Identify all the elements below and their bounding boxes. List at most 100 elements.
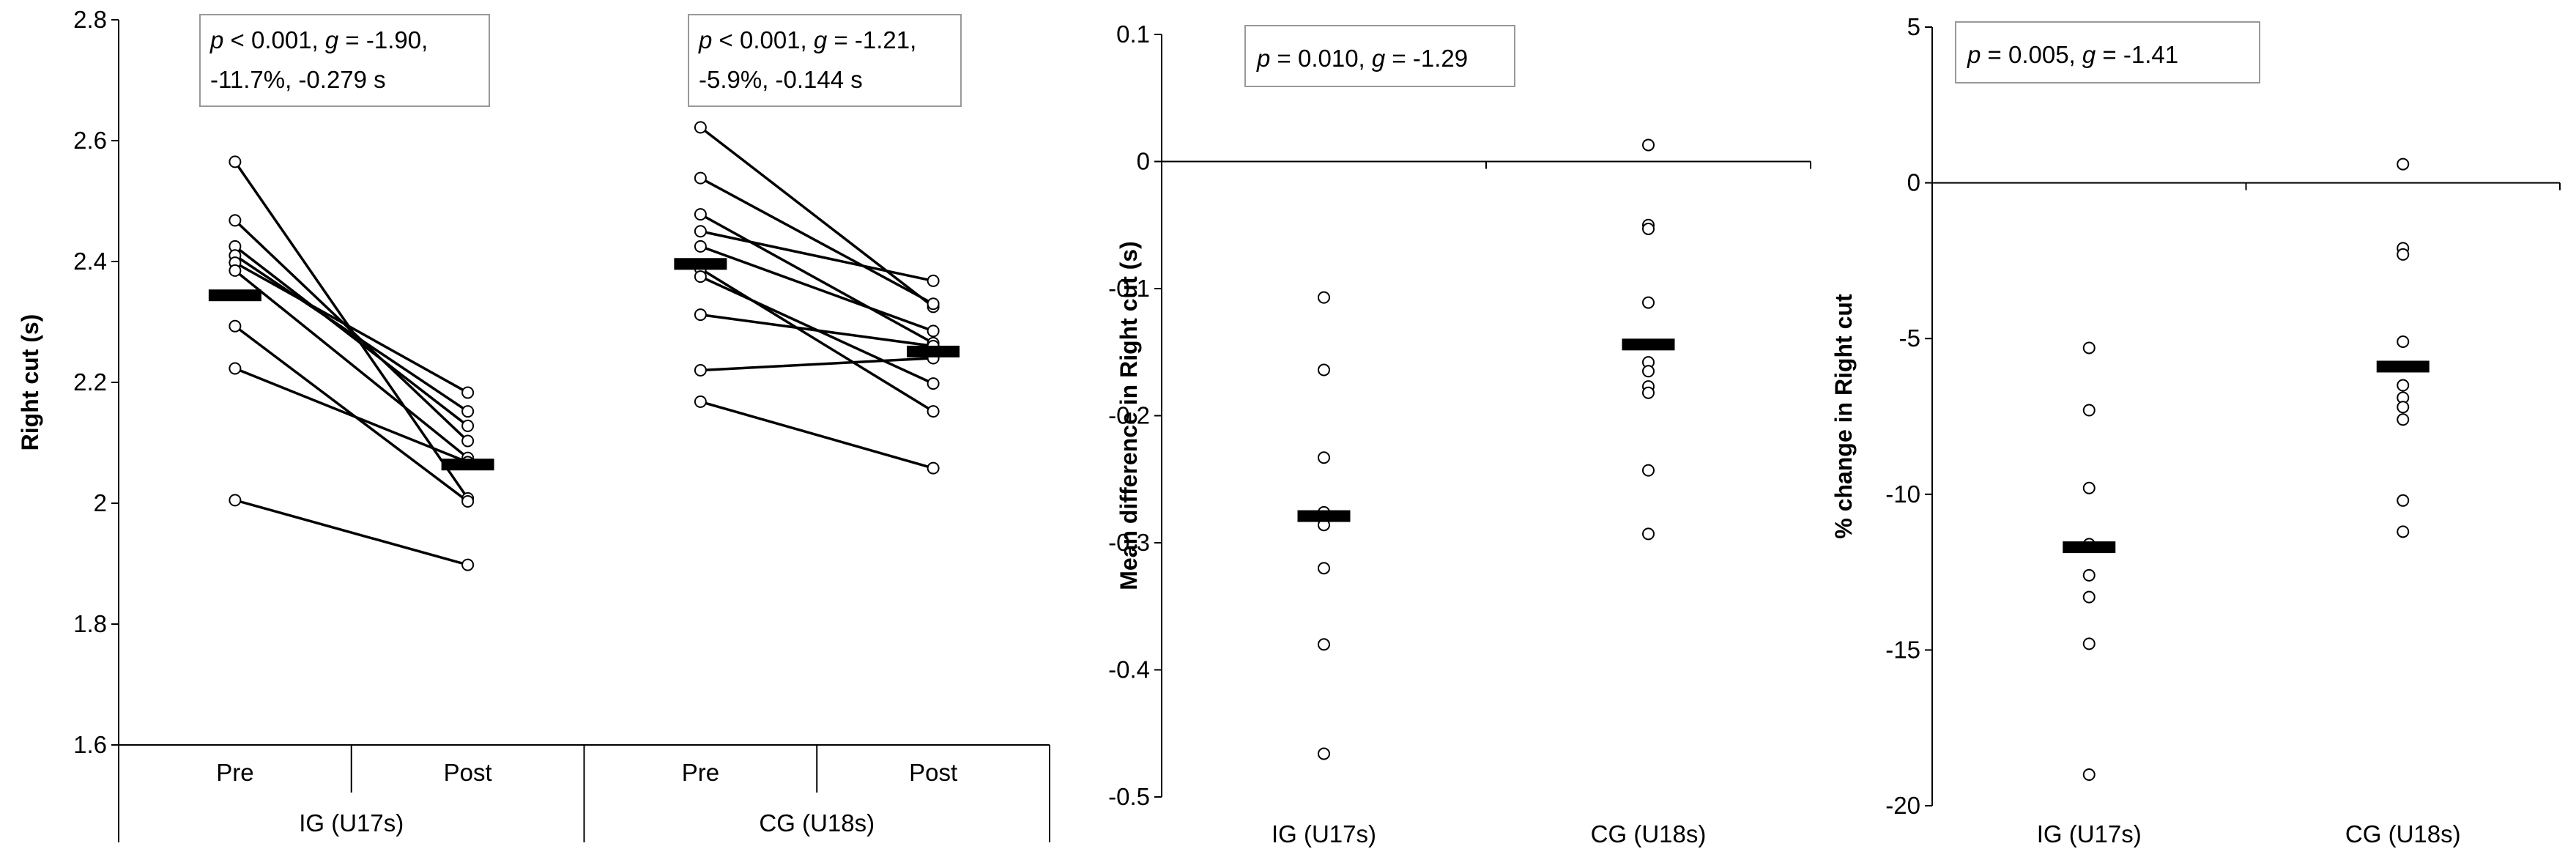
data-point <box>2082 568 2096 582</box>
data-point <box>2397 248 2410 261</box>
pair-line <box>234 324 469 502</box>
data-point <box>2082 768 2096 781</box>
post-point <box>927 324 940 338</box>
chart-mean-difference: -0.5 -0.4 -0.3 -0.2 -0.1 0 0.1 Mean difference … <box>1108 21 1811 847</box>
y-tick-label: 0.1 <box>1116 21 1150 48</box>
pre-point <box>694 240 707 253</box>
data-point <box>2397 157 2410 171</box>
data-point <box>2082 481 2096 494</box>
x-tick-label: Pre <box>216 759 253 786</box>
data-point <box>1642 464 1655 477</box>
pre-point <box>694 270 707 283</box>
annotation-box <box>199 14 490 107</box>
pair-line <box>700 230 934 283</box>
data-point <box>2082 404 2096 417</box>
pre-point <box>229 214 242 227</box>
post-point <box>927 274 940 287</box>
y-tick-label: 2.2 <box>73 368 107 396</box>
y-tick-label: -0.3 <box>1108 529 1150 556</box>
annotation-text: p = 0.005, g = -1.41 <box>1967 41 2178 68</box>
mean-bar <box>1622 338 1675 351</box>
post-point <box>461 495 475 508</box>
data-point <box>2082 341 2096 355</box>
data-point <box>2397 401 2410 414</box>
pair-line <box>234 367 469 464</box>
chart-percent-change: -20 -15 -10 -5 0 5 % change in Right cut IG (U1… <box>1830 13 2561 847</box>
data-point <box>2397 525 2410 538</box>
pair-line <box>234 499 469 566</box>
annotation-line2: -5.9%, -0.144 s <box>699 66 863 93</box>
mean-pre-bar <box>208 289 261 302</box>
post-point <box>927 461 940 475</box>
pair-line <box>700 313 934 348</box>
pre-point <box>229 319 242 333</box>
pre-point <box>229 494 242 507</box>
annotation-line2: -11.7%, -0.279 s <box>210 66 386 93</box>
y-axis-title: Right cut (s) <box>17 314 43 451</box>
x-group-label: CG (U18s) <box>759 809 875 837</box>
data-point <box>1318 562 1330 575</box>
data-point <box>2082 637 2096 650</box>
x-tick-label: Pre <box>682 759 719 786</box>
annotation-box <box>688 14 962 107</box>
pair-line <box>699 245 934 333</box>
annotation-line1: p < 0.001, g = -1.21, <box>698 26 916 53</box>
data-point <box>1318 291 1330 304</box>
pre-point <box>229 155 242 168</box>
pair-line <box>234 261 469 394</box>
y-tick-label: 0 <box>1907 169 1920 196</box>
y-tick-label: 5 <box>1907 13 1920 40</box>
y-tick-label: -0.5 <box>1108 783 1150 810</box>
data-point <box>1642 222 1655 235</box>
pair-line <box>699 126 935 308</box>
y-tick-label: -20 <box>1885 792 1920 819</box>
annotation-box <box>1955 21 2260 84</box>
x-group-label: IG (U17s) <box>299 809 404 837</box>
pre-point <box>229 362 242 375</box>
pre-point <box>694 208 707 221</box>
post-point <box>461 405 475 418</box>
post-point <box>927 297 940 311</box>
mean-post-bar <box>441 459 494 471</box>
x-category-label: IG (U17s) <box>2037 820 2142 847</box>
y-tick-label: 1.6 <box>73 731 107 758</box>
data-point <box>1642 138 1655 152</box>
mean-bar <box>2063 541 2116 554</box>
mean-bar <box>2376 360 2430 373</box>
pair-line <box>234 219 469 442</box>
pre-point <box>229 264 242 277</box>
data-point <box>2397 335 2410 348</box>
y-tick-label: -10 <box>1885 481 1920 508</box>
post-point <box>461 386 475 399</box>
pair-line <box>700 357 934 372</box>
y-tick-label: -5 <box>1899 324 1920 352</box>
data-point <box>1318 363 1330 376</box>
data-point <box>2397 379 2410 392</box>
data-point <box>2397 494 2410 507</box>
post-point <box>461 558 475 571</box>
pair-line <box>234 270 469 459</box>
y-tick-label: -0.4 <box>1108 656 1150 683</box>
y-tick-label: 1.8 <box>73 610 107 637</box>
x-tick-label: Post <box>444 759 492 786</box>
pre-point <box>694 225 707 238</box>
pre-point <box>694 364 707 376</box>
y-tick-label: 0 <box>1137 148 1150 175</box>
pair-line <box>234 245 469 427</box>
x-category-label: CG (U18s) <box>2345 820 2461 847</box>
y-tick-label: 2.4 <box>73 248 107 275</box>
annotation-text: p = 0.010, g = -1.29 <box>1256 45 1468 72</box>
annotation-line1: p < 0.001, g = -1.90, <box>209 26 428 53</box>
x-category-label: CG (U18s) <box>1591 820 1707 847</box>
pre-point <box>694 171 707 185</box>
y-axis-title: % change in Right cut <box>1830 294 1857 539</box>
mean-pre-bar <box>674 258 727 270</box>
mean-post-bar <box>907 345 960 357</box>
y-tick-label: -15 <box>1885 636 1920 663</box>
data-point <box>1318 747 1330 760</box>
chart-right-cut-pre-post: 1.6 1.8 2 2.2 2.4 2.6 2.8 Right cut (s) Pre Post P… <box>17 6 1050 842</box>
y-tick-label: -0.1 <box>1108 275 1150 302</box>
pair-line <box>699 267 935 413</box>
data-point <box>2082 590 2096 604</box>
